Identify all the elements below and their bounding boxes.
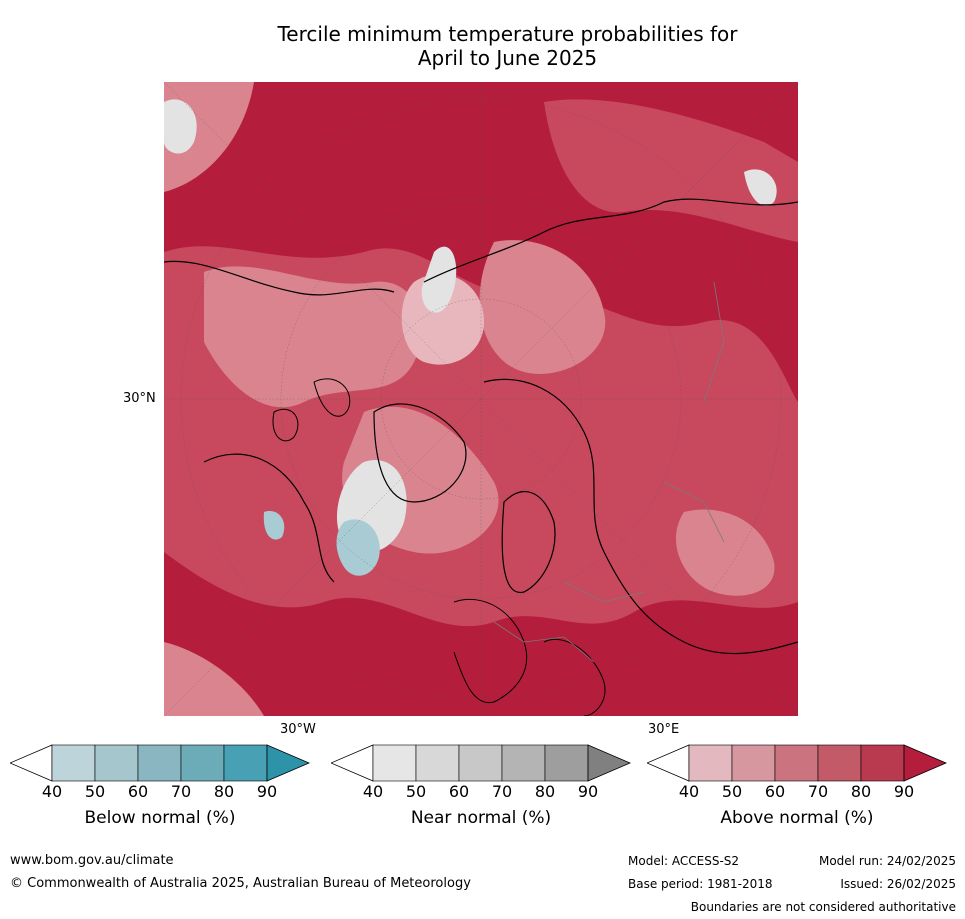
colorbar-below-label: Below normal (%) <box>84 808 236 828</box>
colorbar-segment <box>860 744 905 782</box>
colorbar-tick-label: 70 <box>491 782 513 801</box>
colorbar-above-normal: 40 50 60 70 80 90 Above normal (%) <box>647 744 947 844</box>
colorbar-segment <box>223 744 268 782</box>
colorbar-segment <box>688 744 733 782</box>
colorbar-tick-label: 50 <box>405 782 427 801</box>
region-below-normal <box>336 519 380 576</box>
colorbar-near-label: Near normal (%) <box>410 808 552 828</box>
colorbar-segment <box>501 744 546 782</box>
colorbar-above-ticks: 40 50 60 70 80 90 <box>647 782 947 802</box>
colorbar-below-svg <box>10 744 310 782</box>
colorbar-tick-label: 50 <box>84 782 106 801</box>
coastline-eurasia <box>423 198 798 655</box>
colorbar-tick-label: 90 <box>256 782 278 801</box>
region-mid-red-2 <box>544 99 798 242</box>
disclaimer-text: Boundaries are not considered authoritat… <box>690 900 956 914</box>
colorbar-tick-label: 80 <box>534 782 556 801</box>
map-svg <box>164 82 798 716</box>
coastline-greenland <box>373 403 467 503</box>
issued-text: Issued: 26/02/2025 <box>840 877 956 891</box>
colorbar-segment <box>415 744 460 782</box>
region-near-normal-4 <box>744 169 777 206</box>
region-light-pink <box>204 266 422 408</box>
colorbar-segment <box>731 744 776 782</box>
colorbar-segment <box>817 744 862 782</box>
colorbar-extend-low <box>647 744 690 782</box>
title-line-1: Tercile minimum temperature probabilitie… <box>277 22 738 46</box>
coastline-europe <box>453 598 606 716</box>
coastline-arctic-islands <box>272 378 351 442</box>
title-line-2: April to June 2025 <box>417 46 598 70</box>
colorbar-below-ticks: 40 50 60 70 80 90 <box>10 782 310 802</box>
colorbar-below-normal: 40 50 60 70 80 90 Below normal (%) <box>10 744 310 844</box>
chart-title: Tercile minimum temperature probabilitie… <box>160 22 855 70</box>
lat-label-30n: 30°N <box>123 391 156 406</box>
colorbar-extend-high <box>903 744 947 782</box>
colorbar-segment <box>372 744 417 782</box>
colorbar-segment <box>51 744 96 782</box>
lon-label-30w: 30°W <box>280 722 316 737</box>
colorbar-extend-low <box>10 744 53 782</box>
colorbar-tick-label: 80 <box>213 782 235 801</box>
lon-label-30e: 30°E <box>648 722 680 737</box>
colorbar-extend-low <box>331 744 374 782</box>
region-light-pink-4 <box>675 509 775 596</box>
colorbar-tick-label: 70 <box>170 782 192 801</box>
colorbar-extend-high <box>587 744 631 782</box>
model-run-text: Model run: 24/02/2025 <box>818 854 956 868</box>
model-text: Model: ACCESS-S2 <box>628 854 740 868</box>
colorbar-tick-label: 40 <box>41 782 63 801</box>
copyright-text: © Commonwealth of Australia 2025, Austra… <box>10 876 471 891</box>
colorbar-segment <box>458 744 503 782</box>
colorbar-above-svg <box>647 744 947 782</box>
coastline-scandinavia <box>501 491 556 593</box>
country-borders <box>493 281 725 663</box>
colorbar-tick-label: 70 <box>807 782 829 801</box>
colorbar-segment <box>544 744 589 782</box>
colorbar-segment <box>94 744 139 782</box>
website-text: www.bom.gov.au/climate <box>10 853 174 868</box>
colorbar-tick-label: 90 <box>893 782 915 801</box>
colorbar-tick-label: 40 <box>678 782 700 801</box>
polar-map <box>164 82 798 716</box>
region-below-normal-2 <box>263 511 285 540</box>
base-period-text: Base period: 1981-2018 <box>628 877 773 891</box>
colorbar-tick-label: 90 <box>577 782 599 801</box>
region-near-normal <box>421 246 457 313</box>
colorbar-segment <box>137 744 182 782</box>
graticule <box>164 82 798 716</box>
colorbar-tick-label: 50 <box>721 782 743 801</box>
colorbar-segment <box>180 744 225 782</box>
colorbar-tick-label: 60 <box>127 782 149 801</box>
colorbar-tick-label: 60 <box>764 782 786 801</box>
colorbar-extend-high <box>266 744 310 782</box>
region-light-pink-3 <box>479 240 606 374</box>
colorbar-tick-label: 80 <box>850 782 872 801</box>
colorbar-above-label: Above normal (%) <box>720 808 874 828</box>
colorbar-tick-label: 40 <box>362 782 384 801</box>
region-light-pink-6 <box>164 642 264 716</box>
colorbar-tick-label: 60 <box>448 782 470 801</box>
colorbar-near-svg <box>331 744 631 782</box>
coastline-north-america <box>164 260 395 583</box>
region-near-normal-3 <box>164 99 197 154</box>
colorbar-near-ticks: 40 50 60 70 80 90 <box>331 782 631 802</box>
colorbar-near-normal: 40 50 60 70 80 90 Near normal (%) <box>331 744 631 844</box>
colorbar-segment <box>774 744 819 782</box>
